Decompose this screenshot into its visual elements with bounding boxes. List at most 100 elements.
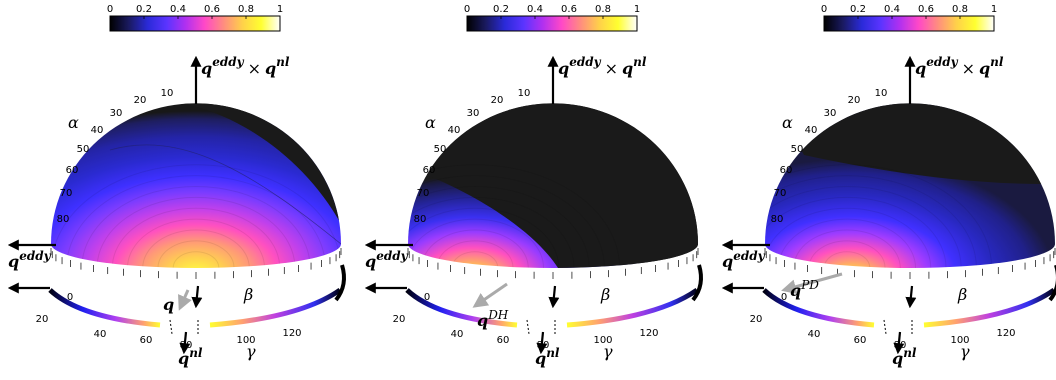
alpha-tick-label: 50 — [791, 144, 804, 155]
colorbar-tick-label: 1 — [277, 4, 283, 15]
inplane-vector-q: q — [163, 295, 174, 314]
contour-band — [765, 207, 932, 268]
colorbar-bar — [823, 15, 995, 32]
contour-band — [436, 240, 514, 268]
alpha-tick-label: 30 — [467, 108, 480, 119]
left-axis-label: qeddy — [365, 249, 409, 271]
contour-band — [765, 196, 947, 268]
alpha-tick-label: 20 — [848, 95, 861, 106]
colorbar-tick-label: 0.8 — [238, 4, 254, 15]
top-axis-times: × — [605, 59, 618, 78]
colorbar-tick-label: 0 — [107, 4, 113, 15]
contour-band — [421, 229, 529, 268]
beta-label: β — [600, 285, 610, 304]
colorbar-bar — [466, 15, 638, 32]
alpha-tick-label: 20 — [134, 95, 147, 106]
alpha-tick-label: 70 — [417, 188, 430, 199]
gamma-tick-label: 100 — [593, 335, 612, 346]
contour-band — [66, 175, 326, 268]
left-axis-label: qeddy — [722, 249, 766, 271]
gamma-tick-label: 20 — [393, 314, 406, 325]
alpha-label: α — [68, 113, 79, 132]
gamma-tick-label: 20 — [750, 314, 763, 325]
top-axis-sup-nl: nl — [990, 55, 1004, 69]
contour-band — [408, 175, 605, 268]
colorbar: 0 0.2 0.4 0.6 0.8 1 — [107, 4, 283, 32]
alpha-tick-label: 30 — [110, 108, 123, 119]
bottom-axis-sup: nl — [546, 346, 560, 360]
bottom-axis-q: q — [892, 349, 903, 368]
left-axis-sup: eddy — [19, 249, 51, 263]
alpha-label: α — [782, 113, 793, 132]
alpha-tick-label: 60 — [66, 165, 79, 176]
alpha-tick-label: 60 — [780, 165, 793, 176]
alpha-tick-label: 70 — [774, 188, 787, 199]
colorbar-tick-label: 0.4 — [170, 4, 186, 15]
colorbar-tick-label: 0.2 — [850, 4, 866, 15]
contour-band — [808, 240, 886, 268]
gamma-tick-label: 0 — [424, 292, 430, 303]
alpha-label: α — [425, 113, 436, 132]
colorbars: 0 0.2 0.4 0.6 0.8 1 0 0.2 0.4 0.6 0.8 1 0 0.2 0.4 0.6 0.… — [107, 4, 997, 32]
top-axis-sup-eddy: eddy — [926, 55, 958, 69]
gamma-arc-end — [691, 264, 703, 302]
alpha-tick-label: 40 — [805, 125, 818, 136]
top-axis-q2: q — [265, 59, 276, 78]
gamma-divider — [883, 319, 887, 335]
left-axis-q: q — [722, 252, 733, 271]
gamma-tick-label: 120 — [282, 328, 301, 339]
inplane-vector-sup: PD — [800, 278, 819, 292]
contour-band — [408, 164, 621, 268]
colorbar-tick-label: 0.6 — [561, 4, 577, 15]
top-axis-times: × — [962, 59, 975, 78]
gamma-tick-label: 120 — [639, 328, 658, 339]
alpha-tick-label: 10 — [518, 88, 531, 99]
contour-band — [142, 229, 250, 268]
gamma-arc-left — [405, 288, 518, 328]
bottom-axis-label: qnl — [178, 346, 203, 368]
alpha-tick-label: 60 — [423, 165, 436, 176]
gamma-tick-label: 60 — [497, 335, 510, 346]
alpha-tick-label: 30 — [824, 108, 837, 119]
top-axis-label: qeddy × qnl — [915, 55, 1004, 78]
alpha-tick-label: 50 — [434, 144, 447, 155]
colorbar-tick-label: 0.2 — [136, 4, 152, 15]
top-axis-sup-eddy: eddy — [212, 55, 244, 69]
gamma-label: γ — [246, 342, 256, 361]
alpha-tick-label: 10 — [161, 88, 174, 99]
top-axis-q: q — [201, 59, 212, 78]
colorbar-tick-label: 0.2 — [493, 4, 509, 15]
top-axis-sup-eddy: eddy — [569, 55, 601, 69]
colorbar-tick-label: 1 — [634, 4, 640, 15]
qnl-upper-arrow — [191, 285, 203, 309]
contour-band — [96, 196, 296, 268]
inplane-vector-arrow — [178, 289, 192, 311]
colorbar-tick-label: 1 — [991, 4, 997, 15]
beta-axis-ticks — [407, 248, 699, 279]
top-axis-q2: q — [622, 59, 633, 78]
bottom-axis-label: qnl — [535, 346, 560, 368]
bottom-axis-q: q — [178, 349, 189, 368]
colorbar-tick-label: 0.4 — [527, 4, 543, 15]
contour-band — [408, 196, 575, 268]
gamma-divider — [169, 319, 173, 335]
contour-band — [157, 240, 235, 268]
gamma-tick-label: 0 — [67, 292, 73, 303]
gamma-arc-end — [1048, 265, 1056, 302]
inplane-vector-arrow — [781, 272, 843, 295]
colorbar-tick-label: 0.8 — [952, 4, 968, 15]
left-axis-q: q — [8, 252, 19, 271]
top-axis-times: × — [248, 59, 261, 78]
dark-region — [417, 103, 698, 268]
gamma-label: γ — [960, 342, 970, 361]
colorbar-bar — [109, 15, 281, 32]
colorbar: 0 0.2 0.4 0.6 0.8 1 — [464, 4, 640, 32]
qnl-axis-arrow — [893, 331, 905, 355]
gamma-tick-label: 40 — [808, 329, 821, 340]
colorbar-tick-label: 0.8 — [595, 4, 611, 15]
contour-band — [823, 251, 871, 268]
